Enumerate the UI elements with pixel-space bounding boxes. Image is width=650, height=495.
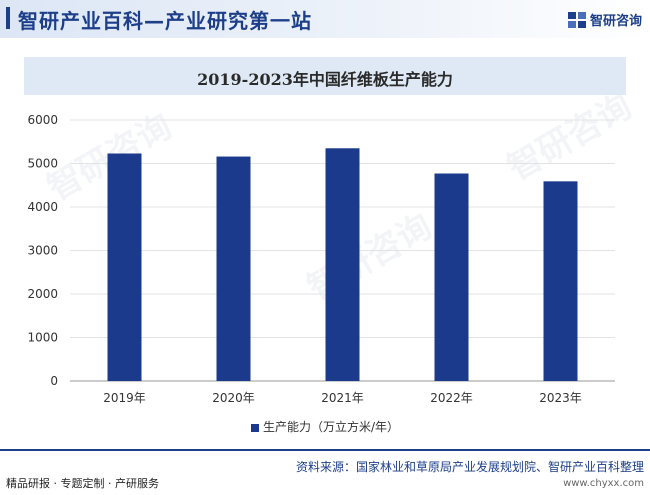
header-banner: 智研产业百科—产业研究第一站 智研咨询 [0,0,650,38]
footer-divider [0,449,650,451]
legend-swatch [250,423,259,432]
legend-label: 生产能力（万立方米/年） [262,420,400,434]
bar [216,156,251,381]
x-tick-label: 2022年 [430,391,473,405]
x-tick-label: 2023年 [539,391,582,405]
y-tick-label: 1000 [27,331,58,345]
y-tick-label: 0 [50,374,58,388]
y-tick-label: 2000 [27,287,58,301]
legend: 生产能力（万立方米/年） [0,418,650,435]
bar-chart: 0 1000 2000 3000 4000 5000 6000 2019年 2020年 2021年… [27,113,615,405]
y-tick-label: 4000 [27,200,58,214]
header-accent-bar [6,7,10,29]
x-tick-label: 2020年 [212,391,255,405]
bar [107,153,142,381]
brand[interactable]: 智研咨询 [567,10,642,29]
bar [325,148,360,381]
brand-name: 智研咨询 [589,14,642,29]
y-tick-label: 3000 [27,244,58,258]
chart-title: 2019-2023年中国纤维板生产能力 [197,70,453,89]
footer-source: 资料来源：国家林业和草原局产业发展规划院、智研产业百科整理 [295,460,644,474]
header-title: 智研产业百科—产业研究第一站 [18,9,312,33]
brand-logo-icon [567,11,586,28]
y-tick-label: 6000 [27,113,58,127]
bar [434,173,469,381]
footer-url[interactable]: www.chyxx.com [563,478,644,489]
x-tick-label: 2019年 [103,391,146,405]
bar [543,181,578,381]
x-tick-label: 2021年 [321,391,364,405]
footer-services: 精品研报 · 专题定制 · 产研服务 [6,477,159,490]
y-tick-label: 5000 [27,157,58,171]
chart-title-box: 2019-2023年中国纤维板生产能力 [24,57,626,95]
